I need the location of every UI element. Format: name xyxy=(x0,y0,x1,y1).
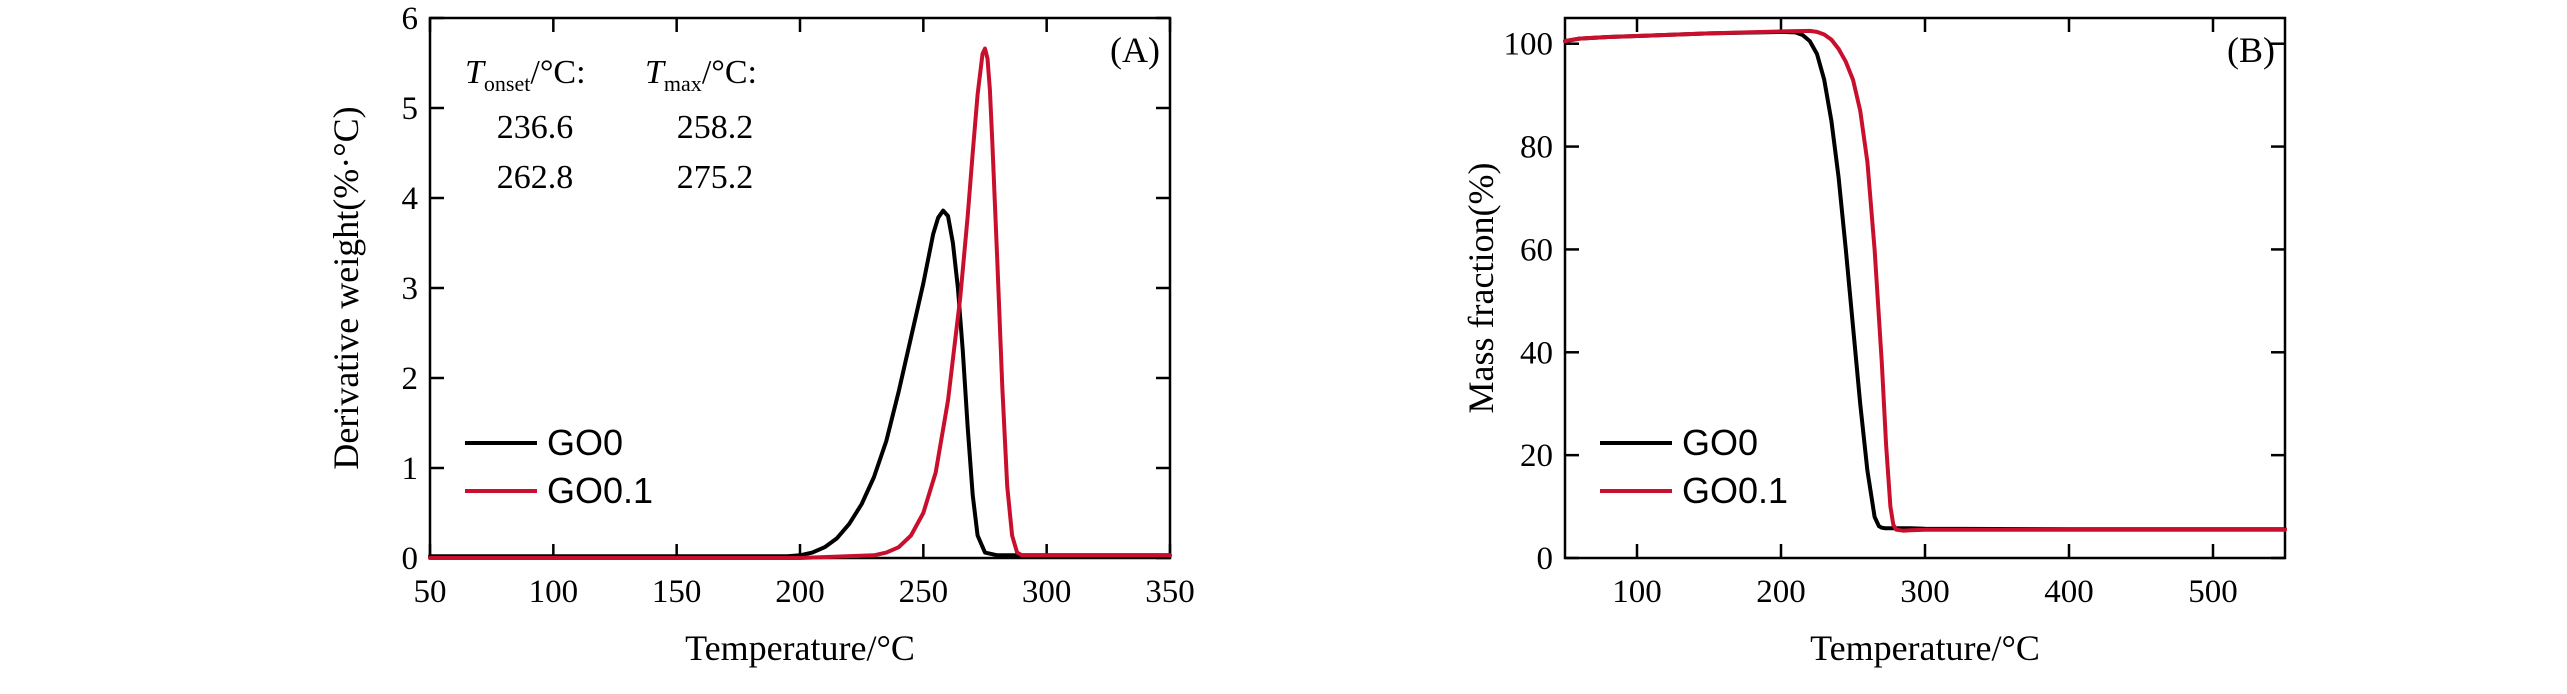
panel-b-legend-label-go01: GO0.1 xyxy=(1682,470,1788,511)
y-tick-label: 0 xyxy=(402,541,419,577)
series-line-go0 xyxy=(428,208,1172,559)
max-header-subscript: max xyxy=(664,71,702,96)
x-tick-label: 50 xyxy=(414,574,447,610)
panel-a-plot-frame xyxy=(428,16,1172,560)
x-tick-label: 300 xyxy=(1022,574,1072,610)
onset-header: Tonset/°C: xyxy=(465,54,586,96)
panel-b-label: (B) xyxy=(2227,30,2275,70)
panel-b-ticks: 100 200 300 400 500 0 20 40 60 80 100 xyxy=(1504,18,2285,610)
x-tick-label: 300 xyxy=(1900,574,1950,610)
x-tick-label: 100 xyxy=(1612,574,1662,610)
y-tick-label: 60 xyxy=(1520,232,1553,268)
onset-value-go01: 262.8 xyxy=(497,159,574,196)
panel-a-annotation: Tonset/°C: Tmax/°C: 236.6 258.2 262.8 27… xyxy=(465,54,757,196)
panel-b-chart: 100 200 300 400 500 0 20 40 60 80 100 (B) Temperat… xyxy=(1461,16,2287,668)
x-tick-label: 100 xyxy=(529,574,579,610)
series-line-go0 xyxy=(1563,29,2287,532)
y-tick-label: 2 xyxy=(402,361,419,397)
y-tick-label: 3 xyxy=(402,271,419,307)
series-line-go01 xyxy=(428,46,1172,560)
panel-b-x-axis-title: Temperature/°C xyxy=(1810,628,2040,668)
max-header-unit: /°C: xyxy=(702,54,757,91)
panel-b-legend: GO0 GO0.1 xyxy=(1600,422,1788,511)
panel-a-legend-label-go0: GO0 xyxy=(547,422,623,463)
series-line-go01 xyxy=(1563,28,2287,533)
y-tick-label: 20 xyxy=(1520,438,1553,474)
max-value-go01: 275.2 xyxy=(677,159,754,196)
y-tick-label: 4 xyxy=(402,181,419,217)
panel-a-x-axis-title: Temperature/°C xyxy=(685,628,915,668)
x-tick-label: 350 xyxy=(1145,574,1195,610)
y-tick-label: 80 xyxy=(1520,130,1553,166)
panel-a-label: (A) xyxy=(1110,30,1160,70)
y-tick-label: 0 xyxy=(1537,541,1554,577)
y-tick-label: 1 xyxy=(402,451,419,487)
y-tick-label: 40 xyxy=(1520,335,1553,371)
x-tick-label: 150 xyxy=(652,574,702,610)
panel-b-series xyxy=(1563,28,2287,533)
panel-a-y-axis-title: Derivative weight(%·°C) xyxy=(326,106,366,469)
y-tick-label: 5 xyxy=(402,91,419,127)
panel-a-ticks: 50 100 150 200 250 300 350 0 1 2 3 4 5 6 xyxy=(402,1,1195,610)
panel-a-legend: GO0 GO0.1 xyxy=(465,422,653,511)
panel-b-legend-label-go0: GO0 xyxy=(1682,422,1758,463)
onset-value-go0: 236.6 xyxy=(497,109,574,146)
panel-b-y-axis-title: Mass fraction(%) xyxy=(1461,163,1501,414)
onset-header-unit: /°C: xyxy=(530,54,585,91)
y-tick-label: 100 xyxy=(1504,27,1554,63)
x-tick-label: 500 xyxy=(2188,574,2238,610)
panel-a-legend-label-go01: GO0.1 xyxy=(547,470,653,511)
panel-b-plot-frame xyxy=(1563,16,2287,560)
x-tick-label: 200 xyxy=(775,574,825,610)
x-tick-label: 400 xyxy=(2044,574,2094,610)
panel-a-series xyxy=(428,46,1172,560)
x-tick-label: 250 xyxy=(899,574,949,610)
max-value-go0: 258.2 xyxy=(677,109,754,146)
y-tick-label: 6 xyxy=(402,1,419,37)
onset-header-subscript: onset xyxy=(484,71,530,96)
onset-header-symbol: T xyxy=(465,54,486,91)
max-header-symbol: T xyxy=(645,54,666,91)
max-header: Tmax/°C: xyxy=(645,54,757,96)
panel-a-chart: 50 100 150 200 250 300 350 0 1 2 3 4 5 6 (A) Temperat… xyxy=(326,1,1195,668)
x-tick-label: 200 xyxy=(1756,574,1806,610)
